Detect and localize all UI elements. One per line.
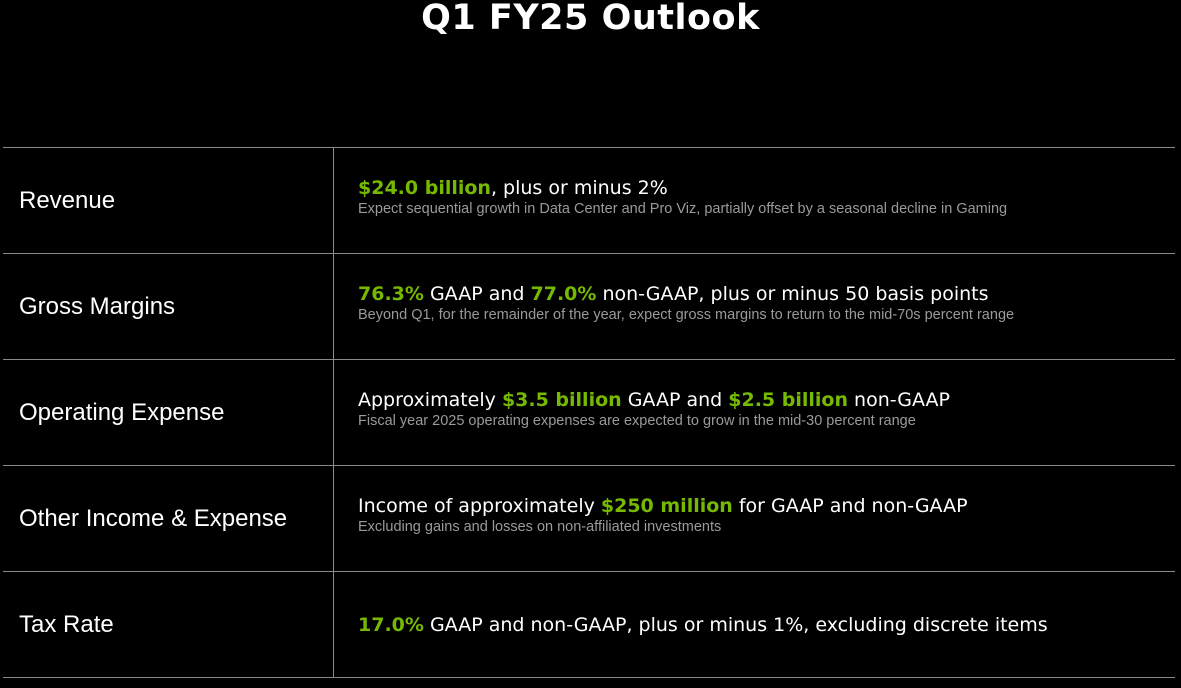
- main-text-segment: for GAAP and non-GAAP: [732, 494, 968, 517]
- row-value: Income of approximately $250 million for…: [334, 466, 1175, 571]
- highlight-value: $250 million: [600, 494, 733, 517]
- row-main-text: $24.0 billion, plus or minus 2%: [358, 176, 1175, 200]
- row-label: Revenue: [3, 148, 334, 253]
- table-row-revenue: Revenue $24.0 billion, plus or minus 2% …: [3, 148, 1175, 254]
- highlight-value: $3.5 billion: [501, 388, 622, 411]
- row-label: Other Income & Expense: [3, 466, 334, 571]
- row-sub-text: Fiscal year 2025 operating expenses are …: [358, 412, 916, 429]
- row-main-text: Income of approximately $250 million for…: [358, 494, 1175, 518]
- main-text-segment: , plus or minus 2%: [490, 176, 668, 199]
- main-text-segment: GAAP and: [621, 388, 729, 411]
- main-text-segment: GAAP and: [423, 282, 531, 305]
- main-text-segment: GAAP and non-GAAP, plus or minus 1%, exc…: [423, 613, 1048, 636]
- row-main-text: 76.3% GAAP and 77.0% non-GAAP, plus or m…: [358, 282, 1175, 306]
- row-label: Tax Rate: [3, 572, 334, 677]
- main-text-segment: non-GAAP: [847, 388, 950, 411]
- main-text-segment: non-GAAP, plus or minus 50 basis points: [596, 282, 989, 305]
- row-main-text: Approximately $3.5 billion GAAP and $2.5…: [358, 388, 1175, 412]
- row-sub-text: Excluding gains and losses on non-affili…: [358, 518, 722, 535]
- table-row-tax-rate: Tax Rate 17.0% GAAP and non-GAAP, plus o…: [3, 572, 1175, 678]
- highlight-value: 17.0%: [358, 613, 424, 636]
- main-text-segment: Income of approximately: [358, 494, 601, 517]
- page-title: Q1 FY25 Outlook: [421, 0, 760, 38]
- row-sub-text: Expect sequential growth in Data Center …: [358, 200, 1008, 217]
- row-label: Gross Margins: [3, 254, 334, 359]
- outlook-table: Revenue $24.0 billion, plus or minus 2% …: [3, 147, 1175, 678]
- row-label: Operating Expense: [3, 360, 334, 465]
- highlight-value: $2.5 billion: [728, 388, 848, 411]
- row-value: 76.3% GAAP and 77.0% non-GAAP, plus or m…: [334, 254, 1175, 359]
- row-value: Approximately $3.5 billion GAAP and $2.5…: [334, 360, 1175, 465]
- table-row-other-income-expense: Other Income & Expense Income of approxi…: [3, 466, 1175, 572]
- highlight-value: $24.0 billion: [358, 176, 491, 199]
- highlight-value: 76.3%: [358, 282, 424, 305]
- highlight-value: 77.0%: [530, 282, 597, 305]
- row-value: $24.0 billion, plus or minus 2% Expect s…: [334, 148, 1175, 253]
- row-main-text: 17.0% GAAP and non-GAAP, plus or minus 1…: [358, 613, 1175, 637]
- main-text-segment: Approximately: [358, 388, 502, 411]
- row-sub-text: Beyond Q1, for the remainder of the year…: [358, 306, 1015, 323]
- table-row-operating-expense: Operating Expense Approximately $3.5 bil…: [3, 360, 1175, 466]
- table-row-gross-margins: Gross Margins 76.3% GAAP and 77.0% non-G…: [3, 254, 1175, 360]
- row-value: 17.0% GAAP and non-GAAP, plus or minus 1…: [334, 572, 1175, 677]
